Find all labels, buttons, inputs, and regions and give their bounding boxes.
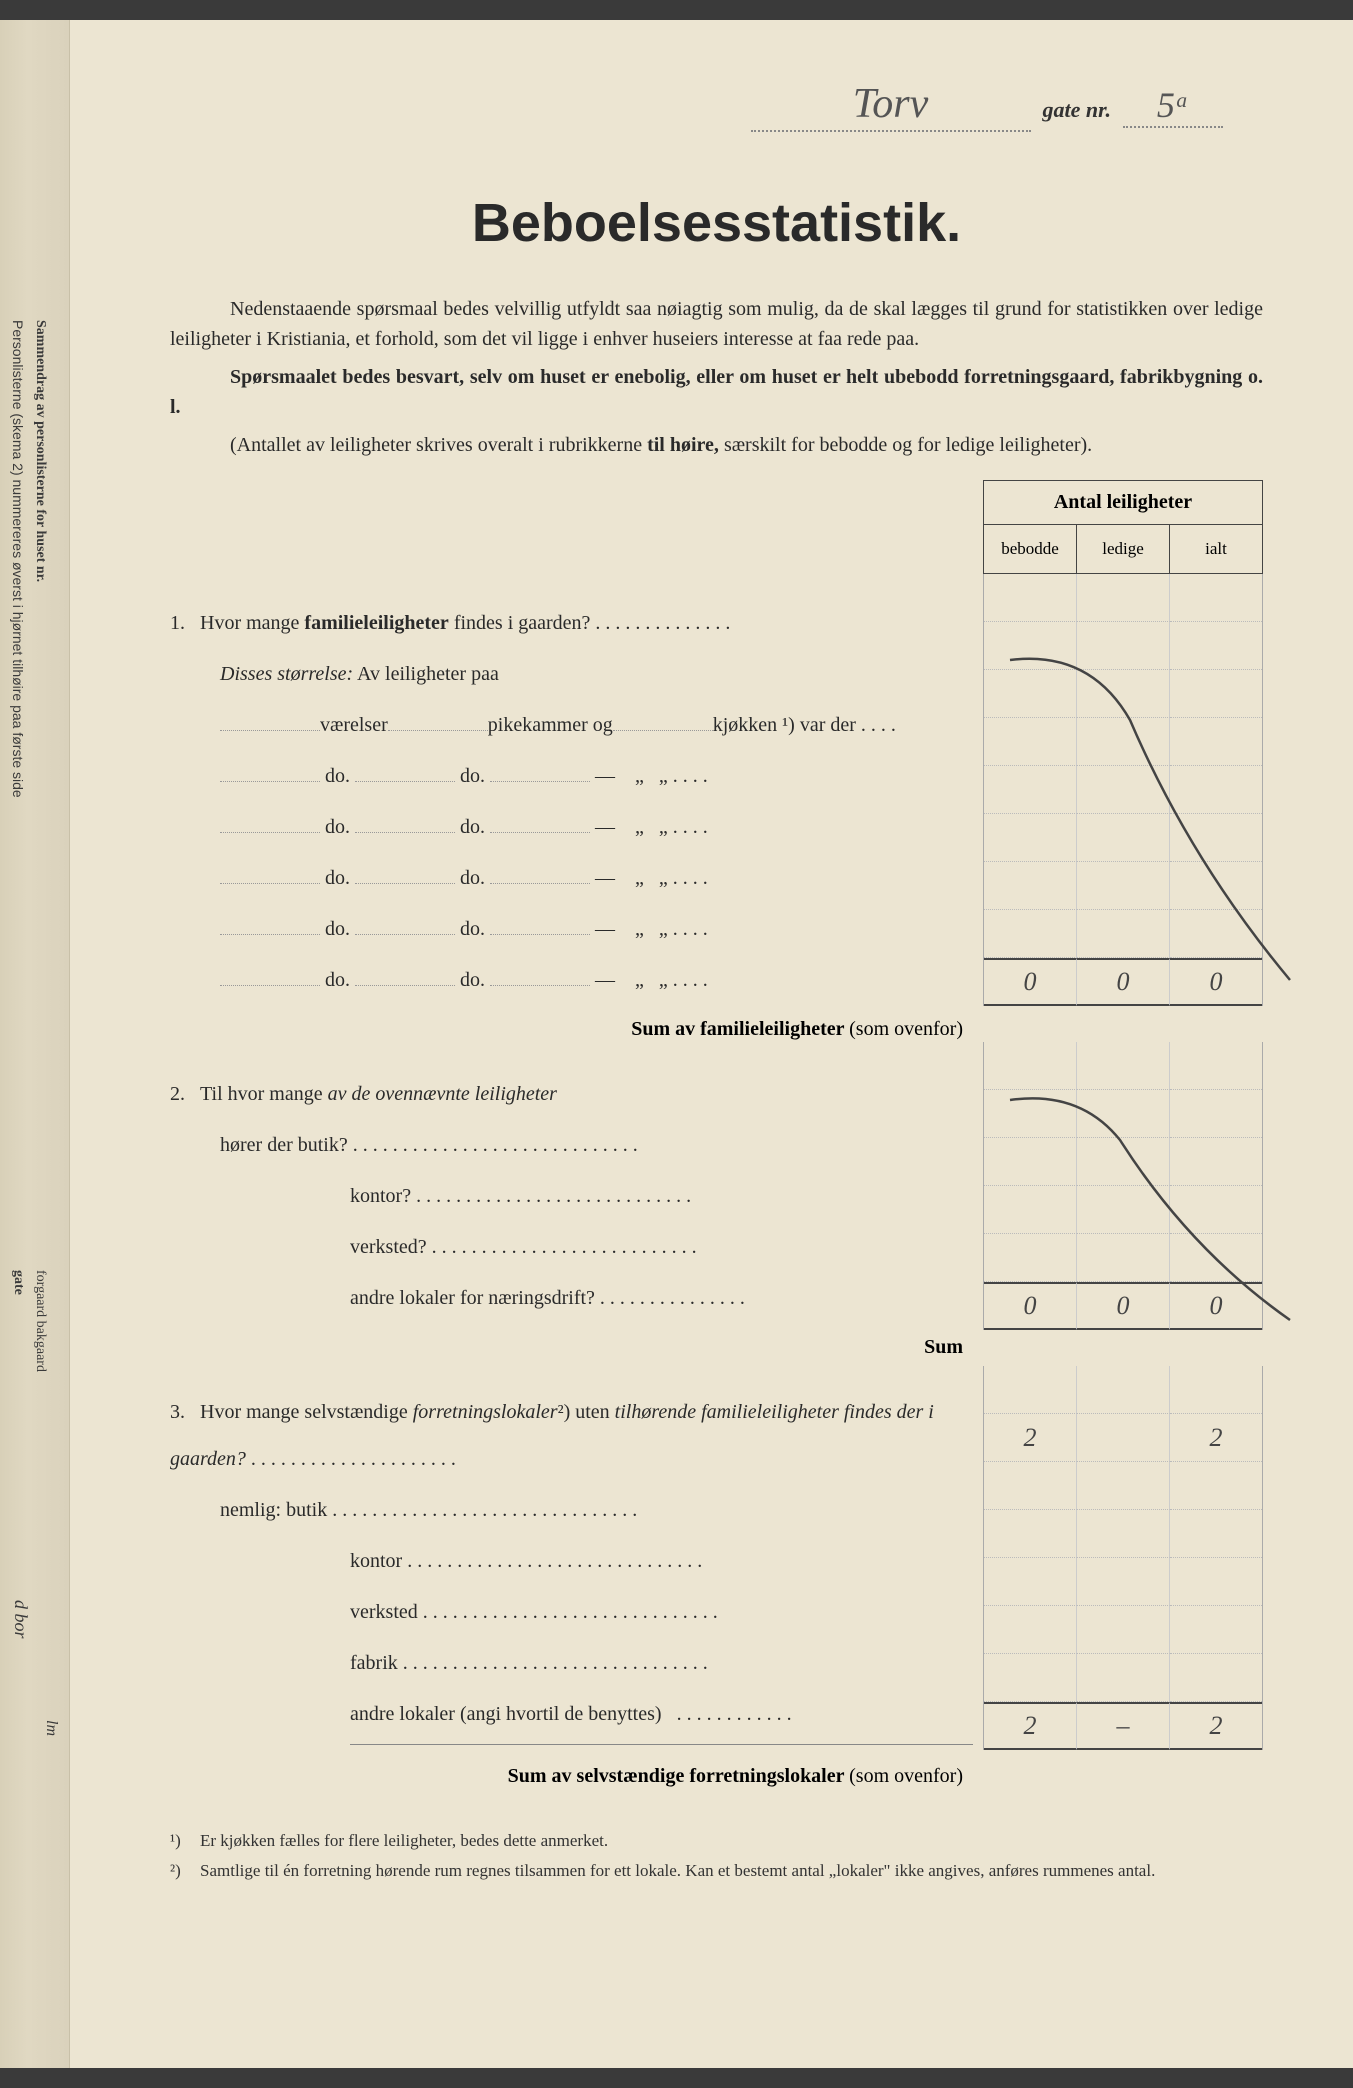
- table-row: [983, 622, 1263, 670]
- spine-text-gate: gate: [10, 1270, 26, 1295]
- q3-sum-label: Sum av selvstændige forretningslokaler (…: [170, 1755, 973, 1798]
- q3-fabrik: fabrik . . . . . . . . . . . . . . . . .…: [170, 1640, 973, 1687]
- q1-size-row-1: værelserpikekammer ogkjøkken ¹) var der …: [170, 702, 973, 749]
- table-row: [983, 1042, 1263, 1090]
- table-row: [983, 1138, 1263, 1186]
- table-row: [983, 670, 1263, 718]
- table-row: [983, 1234, 1263, 1282]
- intro-paragraph-1: Nedenstaaende spørsmaal bedes velvillig …: [170, 294, 1263, 354]
- house-number-field: 5ᵃ: [1123, 84, 1223, 128]
- q1-size-row-4: do. do. — „ „ . . . .: [170, 855, 973, 902]
- spine-text-lm: lm: [42, 1720, 60, 1736]
- q2-andre: andre lokaler for næringsdrift? . . . . …: [170, 1275, 973, 1322]
- spine-text-dbor: d bor: [10, 1600, 31, 1639]
- q3-sum-row: 2–2: [983, 1702, 1263, 1750]
- q2-sum-label: Sum: [170, 1326, 973, 1369]
- street-name-field: Torv: [751, 80, 1031, 132]
- q1-sum-label: Sum av familieleiligheter (som ovenfor): [170, 1008, 973, 1051]
- q2-kontor: kontor? . . . . . . . . . . . . . . . . …: [170, 1173, 973, 1220]
- table-header: Antal leiligheter bebodde ledige ialt: [983, 480, 1263, 574]
- table-row: [983, 1186, 1263, 1234]
- table-row: [983, 766, 1263, 814]
- spine-text-skema: Personlisterne (skema 2) nummereres øver…: [10, 320, 26, 798]
- q2-butik: hører der butik? . . . . . . . . . . . .…: [170, 1122, 973, 1169]
- q3-verksted: verksted . . . . . . . . . . . . . . . .…: [170, 1589, 973, 1636]
- table-row: [983, 1606, 1263, 1654]
- footnote-2: ²) Samtlige til én forretning hørende ru…: [170, 1858, 1263, 1884]
- intro-paragraph-3: (Antallet av leiligheter skrives overalt…: [170, 430, 1263, 460]
- address-header: Torv gate nr. 5ᵃ: [170, 80, 1263, 132]
- q2-verksted: verksted? . . . . . . . . . . . . . . . …: [170, 1224, 973, 1271]
- col-ledige: ledige: [1077, 525, 1170, 573]
- table-row: [983, 862, 1263, 910]
- q1-size-row-3: do. do. — „ „ . . . .: [170, 804, 973, 851]
- footnote-1: ¹) Er kjøkken fælles for flere leilighet…: [170, 1828, 1263, 1854]
- questions-column: 1.Hvor mange familieleiligheter findes i…: [170, 480, 983, 1798]
- table-row: [983, 910, 1263, 958]
- footnotes: ¹) Er kjøkken fælles for flere leilighet…: [170, 1828, 1263, 1883]
- table-row: [983, 814, 1263, 862]
- spine-text-gaard: forgaard bakgaard: [32, 1270, 48, 1372]
- question-3: 3.Hvor mange selvstændige forretningslok…: [170, 1389, 973, 1483]
- table-row: [983, 1366, 1263, 1414]
- table-row: [983, 1510, 1263, 1558]
- col-bebodde: bebodde: [984, 525, 1077, 573]
- table-row: [983, 718, 1263, 766]
- q3-andre: andre lokaler (angi hvortil de benyttes)…: [170, 1691, 973, 1738]
- tally-table: Antal leiligheter bebodde ledige ialt: [983, 480, 1263, 1798]
- table-row: [983, 1090, 1263, 1138]
- intro-paragraph-2: Spørsmaalet bedes besvart, selv om huset…: [170, 362, 1263, 422]
- q3-butik-row: 22: [983, 1414, 1263, 1462]
- table-row: [983, 1654, 1263, 1702]
- col-ialt: ialt: [1170, 525, 1262, 573]
- gate-nr-label: gate nr.: [1043, 97, 1111, 123]
- q1-sum-row: 000: [983, 958, 1263, 1006]
- form-page: Torv gate nr. 5ᵃ Beboelsesstatistik. Ned…: [70, 20, 1353, 2068]
- table-row: [983, 1462, 1263, 1510]
- page-title: Beboelsesstatistik.: [170, 192, 1263, 254]
- q1-size-row-6: do. do. — „ „ . . . .: [170, 957, 973, 1004]
- table-header-title: Antal leiligheter: [984, 481, 1262, 525]
- q3-butik: nemlig: butik . . . . . . . . . . . . . …: [170, 1487, 973, 1534]
- q1-size-row-2: do. do. — „ „ . . . .: [170, 753, 973, 800]
- q2-sum-row: 000: [983, 1282, 1263, 1330]
- table-row: [983, 1558, 1263, 1606]
- q1-size-row-5: do. do. — „ „ . . . .: [170, 906, 973, 953]
- question-1: 1.Hvor mange familieleiligheter findes i…: [170, 600, 973, 647]
- document-page: Personlisterne (skema 2) nummereres øver…: [0, 20, 1353, 2068]
- form-body: 1.Hvor mange familieleiligheter findes i…: [170, 480, 1263, 1798]
- q3-kontor: kontor . . . . . . . . . . . . . . . . .…: [170, 1538, 973, 1585]
- spine-text-sammendrag: Sammendrag av personlisterne for huset n…: [32, 320, 48, 582]
- question-2: 2.Til hvor mange av de ovennævnte leilig…: [170, 1071, 973, 1118]
- table-row: [983, 574, 1263, 622]
- binding-spine: Personlisterne (skema 2) nummereres øver…: [0, 20, 70, 2068]
- q1-disses: Disses størrelse: Av leiligheter paa: [170, 651, 973, 698]
